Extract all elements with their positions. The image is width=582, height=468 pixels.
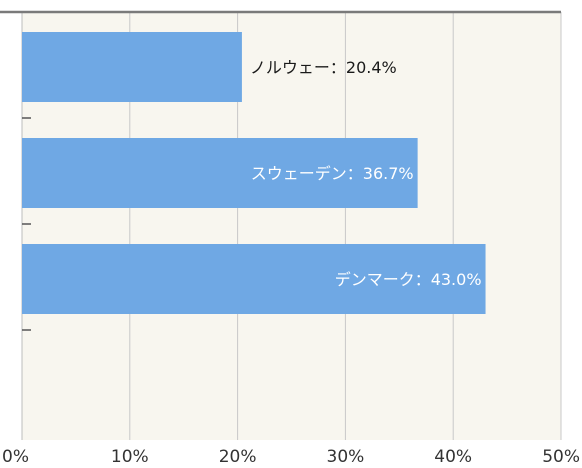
x-tick-label: 20% — [219, 447, 257, 467]
bar — [22, 138, 418, 208]
bar — [22, 244, 486, 314]
x-tick-label: 30% — [327, 447, 365, 467]
bar — [22, 32, 242, 102]
x-tick-label: 0% — [2, 447, 29, 467]
bar-data-label: ノルウェー：20.4% — [250, 58, 397, 77]
header-strip — [0, 0, 582, 12]
x-tick-label: 40% — [434, 447, 472, 467]
bar-data-label: スウェーデン：36.7% — [251, 164, 414, 183]
x-tick-label: 10% — [111, 447, 149, 467]
x-tick-label: 50% — [542, 447, 580, 467]
bar-data-label: デンマーク：43.0% — [335, 270, 482, 289]
